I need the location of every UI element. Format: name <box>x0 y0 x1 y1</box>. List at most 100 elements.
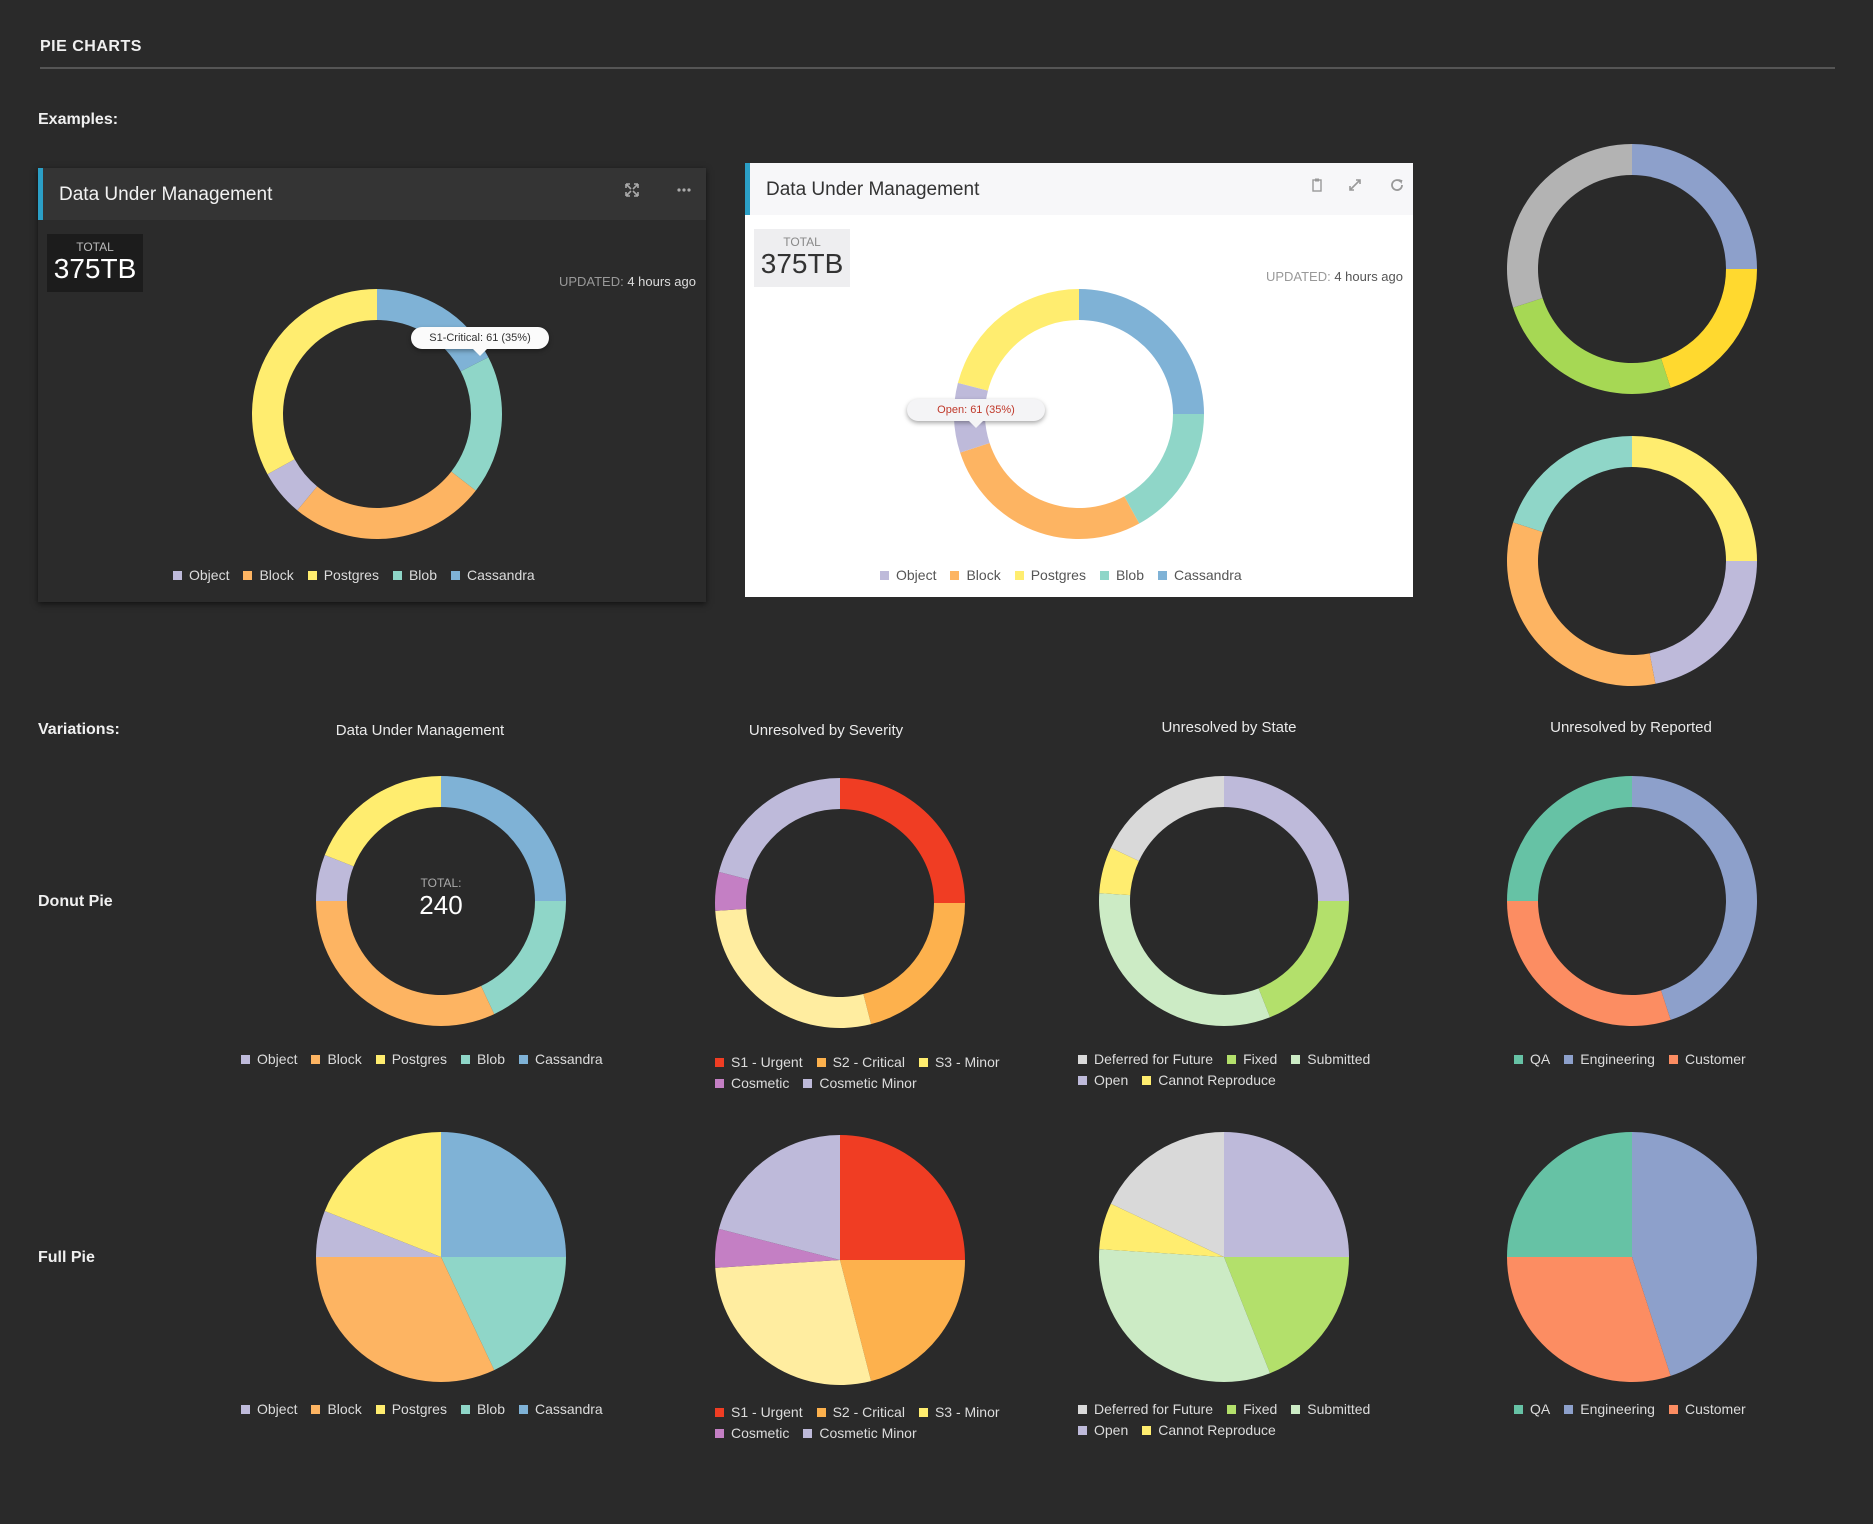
donut-segment-cassandra[interactable] <box>441 776 566 901</box>
donut-segment-open[interactable] <box>1224 776 1349 901</box>
legend-item-cosmetic-minor[interactable]: Cosmetic Minor <box>803 1073 917 1094</box>
legend-item-blob[interactable]: Blob <box>460 1049 505 1070</box>
refresh-icon[interactable] <box>1386 177 1408 199</box>
legend-item-customer[interactable]: Customer <box>1668 1399 1746 1420</box>
donut-segment-submitted[interactable] <box>1099 893 1271 1026</box>
donut-segment-block[interactable] <box>316 901 495 1026</box>
donut-segment-deferred-for-future[interactable] <box>1110 776 1224 861</box>
donut-segment-postgres[interactable] <box>957 289 1079 391</box>
legend-item-engineering[interactable]: Engineering <box>1564 1049 1655 1070</box>
pie-slice-deferred-for-future[interactable] <box>1110 1132 1224 1257</box>
fullscreen-icon[interactable] <box>1344 177 1366 199</box>
legend-item-postgres[interactable]: Postgres <box>1014 565 1086 586</box>
donut-segment-s1-urgent[interactable] <box>840 778 965 903</box>
donut-segment-segment-4[interactable] <box>1513 436 1632 532</box>
pie-slice-blob[interactable] <box>441 1257 566 1371</box>
donut-segment-block[interactable] <box>960 443 1140 539</box>
pie-slice-object[interactable] <box>316 1210 441 1257</box>
legend-item-blob[interactable]: Blob <box>392 565 437 586</box>
legend-item-object[interactable]: Object <box>241 1399 297 1420</box>
pie-slice-block[interactable] <box>316 1257 495 1382</box>
donut-segment-block[interactable] <box>297 471 476 539</box>
pie-slice-cosmetic[interactable] <box>715 1228 840 1268</box>
legend-item-object[interactable]: Object <box>241 1049 297 1070</box>
donut-segment-cosmetic-minor[interactable] <box>718 778 840 880</box>
legend-item-blob[interactable]: Blob <box>460 1399 505 1420</box>
pie-slice-qa[interactable] <box>1507 1132 1632 1257</box>
donut-segment-s3-minor[interactable] <box>715 908 872 1028</box>
legend-item-submitted[interactable]: Submitted <box>1291 1049 1370 1070</box>
pie-slice-cannot-reproduce[interactable] <box>1099 1203 1224 1257</box>
legend-item-s2-critical[interactable]: S2 - Critical <box>816 1402 905 1423</box>
legend-item-object[interactable]: Object <box>173 565 229 586</box>
legend-item-submitted[interactable]: Submitted <box>1291 1399 1370 1420</box>
legend-item-qa[interactable]: QA <box>1514 1049 1550 1070</box>
pie-slice-customer[interactable] <box>1507 1257 1671 1382</box>
pie-slice-s1-urgent[interactable] <box>840 1135 965 1260</box>
donut-segment-segment-2[interactable] <box>1661 269 1757 388</box>
legend-item-block[interactable]: Block <box>311 1049 362 1070</box>
legend-item-qa[interactable]: QA <box>1514 1399 1550 1420</box>
legend-item-s3-minor[interactable]: S3 - Minor <box>918 1402 1000 1423</box>
legend-item-engineering[interactable]: Engineering <box>1564 1399 1655 1420</box>
donut-segment-segment-1[interactable] <box>1632 144 1757 269</box>
legend-item-deferred-for-future[interactable]: Deferred for Future <box>1078 1049 1213 1070</box>
donut-segment-qa[interactable] <box>1507 776 1632 901</box>
legend-item-cassandra[interactable]: Cassandra <box>1157 565 1242 586</box>
pie-slice-postgres[interactable] <box>324 1132 441 1257</box>
legend-item-customer[interactable]: Customer <box>1668 1049 1746 1070</box>
legend-item-s1-urgent[interactable]: S1 - Urgent <box>715 1402 803 1423</box>
legend-item-fixed[interactable]: Fixed <box>1227 1399 1277 1420</box>
pie-slice-s2-critical[interactable] <box>840 1260 965 1382</box>
legend-item-deferred-for-future[interactable]: Deferred for Future <box>1078 1399 1213 1420</box>
donut-segment-segment-4[interactable] <box>1507 144 1632 308</box>
legend-item-postgres[interactable]: Postgres <box>307 565 379 586</box>
expand-icon[interactable] <box>621 182 643 204</box>
pie-slice-submitted[interactable] <box>1099 1249 1271 1382</box>
donut-segment-blob[interactable] <box>1124 414 1204 524</box>
donut-segment-segment-3[interactable] <box>1513 298 1671 394</box>
legend-item-cannot-reproduce[interactable]: Cannot Reproduce <box>1142 1420 1276 1441</box>
donut-segment-postgres[interactable] <box>252 289 377 475</box>
legend-item-s1-urgent[interactable]: S1 - Urgent <box>715 1052 803 1073</box>
legend-item-object[interactable]: Object <box>880 565 936 586</box>
donut-segment-segment-1[interactable] <box>1632 436 1757 561</box>
donut-segment-blob[interactable] <box>481 901 566 1015</box>
pie-slice-engineering[interactable] <box>1632 1132 1757 1376</box>
legend-item-s2-critical[interactable]: S2 - Critical <box>816 1052 905 1073</box>
donut-segment-cosmetic[interactable] <box>715 871 749 911</box>
donut-segment-blob[interactable] <box>451 357 502 491</box>
pie-slice-open[interactable] <box>1224 1132 1349 1257</box>
pie-slice-cosmetic-minor[interactable] <box>718 1135 840 1260</box>
more-icon[interactable] <box>673 182 695 204</box>
legend-item-open[interactable]: Open <box>1078 1420 1128 1441</box>
pie-slice-cassandra[interactable] <box>441 1132 566 1257</box>
donut-segment-engineering[interactable] <box>1632 776 1757 1020</box>
donut-segment-object[interactable] <box>316 854 354 901</box>
donut-segment-object[interactable] <box>267 459 318 511</box>
legend-item-block[interactable]: Block <box>950 565 1001 586</box>
legend-item-cassandra[interactable]: Cassandra <box>518 1049 603 1070</box>
donut-segment-customer[interactable] <box>1507 901 1671 1026</box>
legend-item-blob[interactable]: Blob <box>1099 565 1144 586</box>
clipboard-icon[interactable] <box>1306 177 1328 199</box>
donut-segment-cannot-reproduce[interactable] <box>1099 847 1139 896</box>
legend-item-block[interactable]: Block <box>311 1399 362 1420</box>
legend-item-open[interactable]: Open <box>1078 1070 1128 1091</box>
legend-item-cosmetic-minor[interactable]: Cosmetic Minor <box>803 1423 917 1444</box>
legend-item-postgres[interactable]: Postgres <box>375 1399 447 1420</box>
donut-segment-segment-2[interactable] <box>1649 561 1757 684</box>
legend-item-cassandra[interactable]: Cassandra <box>450 565 535 586</box>
donut-segment-s2-critical[interactable] <box>863 903 965 1025</box>
legend-item-fixed[interactable]: Fixed <box>1227 1049 1277 1070</box>
pie-slice-fixed[interactable] <box>1224 1257 1349 1374</box>
legend-item-cosmetic[interactable]: Cosmetic <box>715 1423 789 1444</box>
legend-item-cannot-reproduce[interactable]: Cannot Reproduce <box>1142 1070 1276 1091</box>
donut-segment-fixed[interactable] <box>1258 901 1349 1018</box>
legend-item-cosmetic[interactable]: Cosmetic <box>715 1073 789 1094</box>
legend-item-s3-minor[interactable]: S3 - Minor <box>918 1052 1000 1073</box>
legend-item-block[interactable]: Block <box>243 565 294 586</box>
donut-segment-postgres[interactable] <box>324 776 441 867</box>
pie-slice-s3-minor[interactable] <box>715 1260 872 1385</box>
donut-segment-segment-3[interactable] <box>1507 522 1656 686</box>
